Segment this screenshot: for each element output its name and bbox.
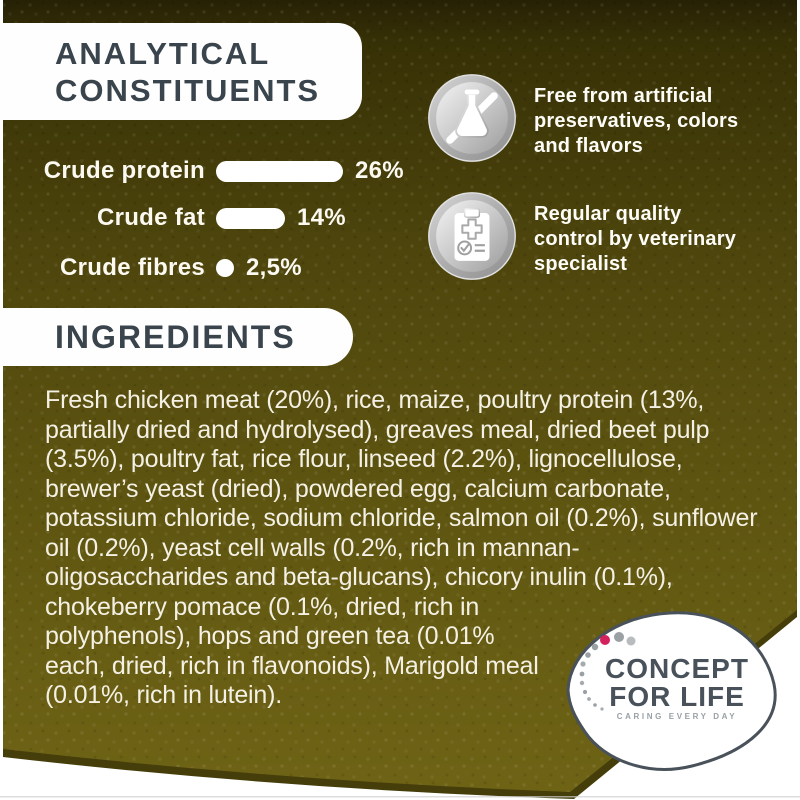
vet-clipboard-icon bbox=[428, 192, 516, 280]
ingredients-paragraph: Fresh chicken meat (20%), rice, maize, p… bbox=[45, 386, 759, 800]
analytical-row-protein: Crude protein 26% bbox=[0, 156, 404, 186]
ingredients-text: Fresh chicken meat (20%), rice, maize, p… bbox=[45, 386, 758, 709]
logo-line2: FOR LIFE bbox=[609, 681, 745, 712]
fibres-value: 2,5% bbox=[246, 254, 302, 281]
analytical-row-fibres: Crude fibres 2,5% bbox=[0, 253, 302, 283]
logo-tagline: CARING EVERY DAY bbox=[617, 712, 737, 721]
analytical-title: ANALYTICAL CONSTITUENTS bbox=[55, 35, 321, 108]
protein-label: Crude protein bbox=[43, 157, 205, 184]
badge-quality-text: Regular quality control by veterinary sp… bbox=[534, 203, 737, 275]
concept-for-life-logo: CONCEPT FOR LIFE CARING EVERY DAY bbox=[566, 611, 777, 771]
fibres-label: Crude fibres bbox=[60, 254, 205, 281]
logo-red-dot bbox=[600, 635, 610, 645]
fat-value: 14% bbox=[297, 204, 346, 231]
logo-pick-shape bbox=[566, 611, 777, 771]
badge-free-from-text: Free from artificial preservatives, colo… bbox=[534, 85, 739, 157]
fat-bar bbox=[216, 207, 285, 229]
ingredients-header: INGREDIENTS bbox=[0, 308, 353, 366]
protein-value: 26% bbox=[355, 157, 404, 184]
logo-line1: CONCEPT bbox=[605, 653, 749, 684]
analytical-header: ANALYTICAL CONSTITUENTS bbox=[0, 23, 362, 120]
logo-dot-arc bbox=[579, 632, 636, 711]
badge-free-from-artificial: Free from artificial preservatives, colo… bbox=[426, 72, 738, 164]
no-artificial-flask-icon bbox=[428, 74, 516, 162]
badge-quality-control: Regular quality control by veterinary sp… bbox=[426, 190, 736, 282]
analytical-row-fat: Crude fat 14% bbox=[0, 203, 346, 233]
ingredients-title: INGREDIENTS bbox=[55, 318, 296, 355]
fat-label: Crude fat bbox=[96, 204, 205, 231]
protein-bar bbox=[216, 160, 343, 182]
fibres-dot bbox=[216, 259, 234, 277]
